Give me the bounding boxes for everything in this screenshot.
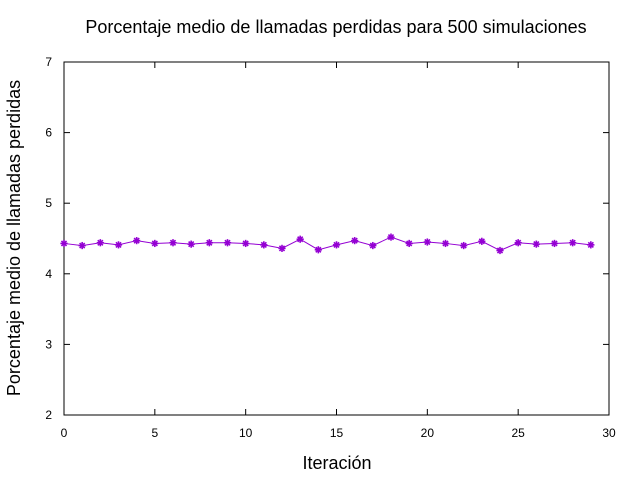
chart-title: Porcentaje medio de llamadas perdidas pa… [85,17,586,37]
y-tick-label: 2 [45,408,52,422]
x-axis-label: Iteración [302,453,371,473]
data-point [114,241,123,249]
y-tick-label: 6 [45,126,52,140]
data-point [96,239,104,247]
data-point [405,239,413,248]
data-point [478,237,486,245]
data-point [133,237,141,245]
axis-ticks: 0 5 10 15 20 25 30 2 3 4 5 6 7 [45,55,616,440]
data-series [60,233,595,255]
y-axis-label: Porcentaje medio de llamadas perdidas [4,80,24,396]
data-point [151,239,159,248]
data-point [569,239,577,247]
y-tick-label: 4 [45,267,52,281]
data-point [550,239,559,248]
data-point [278,244,286,252]
data-point [460,241,468,250]
data-point [187,240,195,248]
data-point [441,239,450,248]
data-point [532,240,540,248]
data-point [260,241,268,249]
data-point [587,241,595,249]
data-point [169,239,177,247]
x-tick-label: 20 [421,426,435,440]
data-point [78,241,86,250]
x-tick-label: 15 [330,426,344,440]
series-line [63,236,591,252]
plot-frame [63,61,610,416]
data-point [242,239,250,248]
y-tick-label: 7 [45,55,52,69]
data-point [314,246,322,254]
x-tick-label: 30 [602,426,616,440]
data-point [514,239,522,247]
y-tick-label: 3 [45,337,52,351]
data-point [296,235,304,243]
data-point [351,237,359,245]
data-point [369,241,377,250]
data-point [423,238,431,246]
data-point [60,239,68,248]
y-tick-label: 5 [45,196,52,210]
data-point [205,239,213,247]
x-tick-label: 10 [239,426,253,440]
data-point [223,239,232,247]
x-tick-label: 5 [151,426,158,440]
x-tick-label: 0 [61,426,68,440]
x-tick-label: 25 [511,426,525,440]
data-point [332,241,341,249]
data-point [496,246,504,255]
data-point [387,233,395,241]
